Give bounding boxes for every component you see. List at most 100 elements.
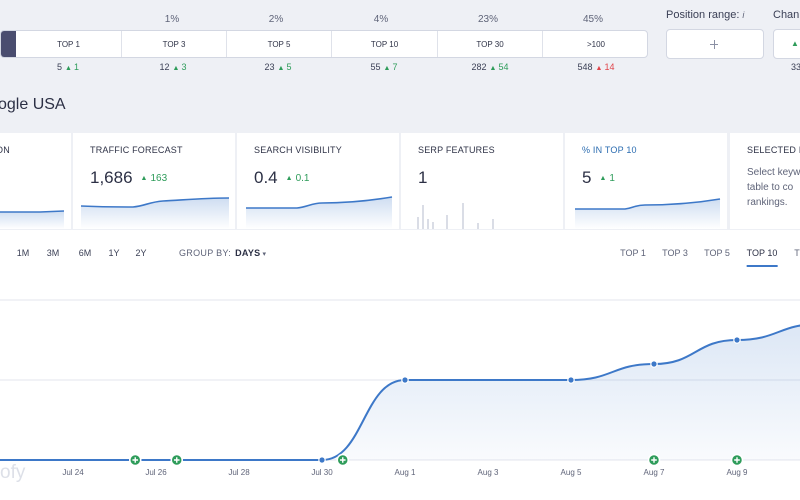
tab-top1[interactable]: TOP 1 xyxy=(620,248,646,258)
info-icon[interactable]: i xyxy=(742,10,745,20)
x-axis-date-label: Jul 28 xyxy=(228,468,250,477)
card-selected-keywords[interactable]: SELECTED K Select keyw table to co ranki… xyxy=(730,133,800,229)
sparkline xyxy=(246,196,393,229)
data-point xyxy=(650,360,658,368)
count-value: 23 xyxy=(264,62,275,72)
card-description: Select keyw table to co rankings. xyxy=(747,165,800,210)
changes-filter[interactable]: ▲ xyxy=(773,29,800,59)
description-line: rankings. xyxy=(747,197,788,208)
distribution-fill xyxy=(1,31,16,57)
range-button-1m[interactable]: 1M xyxy=(16,248,30,258)
segment-top5[interactable]: TOP 5 xyxy=(226,31,331,57)
data-point xyxy=(318,456,326,464)
count-top1: 5 ▲ 1 xyxy=(57,62,79,72)
card-value: 1 xyxy=(418,168,428,187)
x-axis-date-label: Aug 3 xyxy=(477,468,499,477)
count-delta: 14 xyxy=(604,62,615,72)
card-title: TRAFFIC FORECAST xyxy=(90,145,183,155)
count-top30: 282 ▲ 54 xyxy=(472,62,509,72)
card-percent-top10[interactable]: % IN TOP 10 5 ▲ 1 xyxy=(565,133,727,229)
ranking-chart-panel: D 1M 3M 6M 1Y 2Y GROUP BY:DAYS▾ TOP 1 TO… xyxy=(0,230,800,500)
plus-icon xyxy=(132,457,139,463)
arrow-up-icon: ▲ xyxy=(140,175,148,182)
segment-top30[interactable]: TOP 30 xyxy=(437,31,542,57)
card-title: % IN TOP 10 xyxy=(582,145,637,155)
count-delta: 3 xyxy=(181,62,187,72)
card-serp-features[interactable]: SERP FEATURES 1 xyxy=(401,133,563,229)
x-axis-date-label: Aug 1 xyxy=(394,468,416,477)
count-value: 55 xyxy=(370,62,381,72)
count-delta: 54 xyxy=(498,62,509,72)
segment-top3[interactable]: TOP 3 xyxy=(121,31,226,57)
sparkline xyxy=(575,198,721,229)
card-delta: 0.1 xyxy=(295,173,310,184)
segment-top10[interactable]: TOP 10 xyxy=(331,31,437,57)
group-by-label: GROUP BY: xyxy=(179,248,232,258)
percent-label: 23% xyxy=(477,14,499,25)
arrow-up-icon: ▲ xyxy=(65,65,72,72)
card-value: 0.4 ▲ 0.1 xyxy=(254,168,309,188)
count-value: 282 xyxy=(471,62,487,72)
x-axis-date-label: Aug 5 xyxy=(560,468,582,477)
card-traffic-forecast[interactable]: TRAFFIC FORECAST 1,686 ▲ 163 xyxy=(73,133,235,229)
card-delta: 1 xyxy=(609,173,615,184)
count-value: 548 xyxy=(577,62,593,72)
range-button-3m[interactable]: 3M xyxy=(46,248,60,258)
card-value: 5 ▲ 1 xyxy=(582,168,615,188)
card-value-number: 0.4 xyxy=(254,168,278,187)
arrow-up-icon: ▲ xyxy=(277,65,285,72)
card-title: SEARCH VISIBILITY xyxy=(254,145,342,155)
data-point xyxy=(733,336,741,344)
x-axis-date-label: Jul 30 xyxy=(311,468,333,477)
range-button-2y[interactable]: 2Y xyxy=(135,248,147,258)
x-axis-date-label: Jul 26 xyxy=(145,468,167,477)
percent-label: 4% xyxy=(373,14,389,25)
group-by-dropdown[interactable]: GROUP BY: DAYS ▾ xyxy=(179,248,266,258)
arrow-up-icon: ▲ xyxy=(599,175,607,182)
segment-over100[interactable]: >100 xyxy=(542,31,647,57)
count-top3: 12 ▲ 3 xyxy=(160,62,187,72)
arrow-up-icon: ▲ xyxy=(285,175,293,182)
tab-top5[interactable]: TOP 5 xyxy=(704,248,730,258)
description-line: table to co xyxy=(747,182,794,193)
changes-label: Chan xyxy=(773,9,800,21)
data-point xyxy=(567,376,575,384)
position-distribution-bar[interactable]: TOP 1 TOP 3 TOP 5 TOP 10 TOP 30 >100 xyxy=(0,30,648,58)
distribution-count-row: 5 ▲ 1 12 ▲ 3 23 ▲ 5 55 ▲ 7 282 ▲ 54 548 ▲ 14 xyxy=(0,62,650,74)
count-delta: 7 xyxy=(392,62,398,72)
tab-top3[interactable]: TOP 3 xyxy=(662,248,688,258)
count-delta: 1 xyxy=(73,62,79,72)
ranking-area-chart[interactable] xyxy=(0,230,800,500)
percent-label: 1% xyxy=(164,14,180,25)
position-range-text: Position range: xyxy=(666,9,740,21)
position-range-label: Position range: i xyxy=(666,9,744,21)
card-search-visibility[interactable]: SEARCH VISIBILITY 0.4 ▲ 0.1 xyxy=(237,133,399,229)
card-title: ON xyxy=(0,145,10,155)
card-value-number: 5 xyxy=(582,168,592,187)
position-range-slider[interactable] xyxy=(666,29,764,59)
segment-top1[interactable]: TOP 1 xyxy=(57,39,80,49)
page-title: ogle USA xyxy=(0,96,66,113)
range-button-6m[interactable]: 6M xyxy=(78,248,92,258)
chevron-down-icon: ▾ xyxy=(262,251,267,258)
count-value: 5 xyxy=(57,62,63,72)
distribution-percent-row: 1% 2% 4% 23% 45% xyxy=(0,14,650,28)
range-handle[interactable] xyxy=(714,40,715,49)
serp-mini-bars xyxy=(417,203,494,229)
card-position[interactable]: ON xyxy=(0,133,71,229)
tab-top10[interactable]: TOP 10 xyxy=(746,248,778,267)
percent-label: 2% xyxy=(268,14,284,25)
x-axis-date-label: Aug 7 xyxy=(643,468,665,477)
arrow-up-icon: ▲ xyxy=(791,39,799,48)
sparkline xyxy=(80,197,230,229)
sparkline xyxy=(0,210,65,229)
metric-cards: ON TRAFFIC FORECAST 1,686▲163 SEARCH VIS… xyxy=(0,133,800,229)
arrow-up-icon: ▲ xyxy=(383,65,391,72)
range-button-1y[interactable]: 1Y xyxy=(108,248,120,258)
card-delta: 163 xyxy=(150,173,168,184)
arrow-up-icon: ▲ xyxy=(595,65,603,72)
tab-top-more[interactable]: T xyxy=(794,248,800,258)
card-value: 1,686 ▲ 163 xyxy=(90,168,167,188)
x-axis-date-label: Aug 9 xyxy=(726,468,748,477)
count-delta: 5 xyxy=(286,62,292,72)
